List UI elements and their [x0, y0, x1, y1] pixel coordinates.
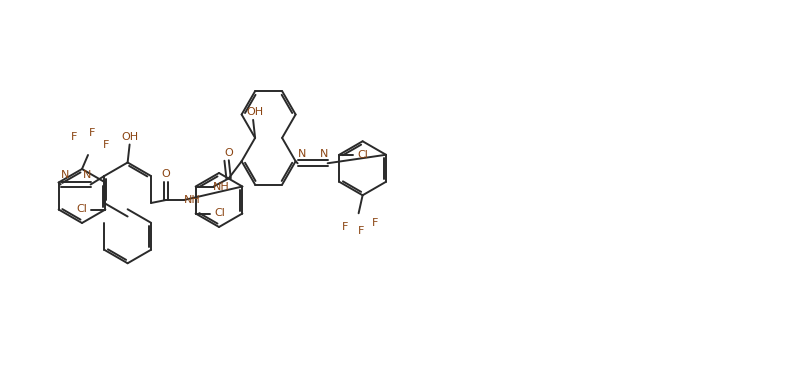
Text: N: N	[297, 149, 306, 159]
Text: Cl: Cl	[76, 205, 86, 215]
Text: NH: NH	[213, 181, 230, 191]
Text: F: F	[89, 128, 95, 138]
Text: O: O	[162, 169, 171, 179]
Text: Cl: Cl	[358, 150, 369, 160]
Text: Cl: Cl	[214, 208, 225, 218]
Text: F: F	[103, 140, 109, 150]
Text: F: F	[341, 222, 347, 232]
Text: N: N	[83, 171, 91, 181]
Text: OH: OH	[247, 107, 263, 117]
Text: F: F	[358, 226, 364, 236]
Text: NH: NH	[184, 195, 200, 205]
Text: F: F	[71, 132, 77, 142]
Text: N: N	[319, 149, 328, 159]
Text: O: O	[224, 147, 233, 157]
Text: F: F	[372, 218, 378, 228]
Text: OH: OH	[121, 132, 138, 142]
Text: N: N	[61, 171, 69, 181]
